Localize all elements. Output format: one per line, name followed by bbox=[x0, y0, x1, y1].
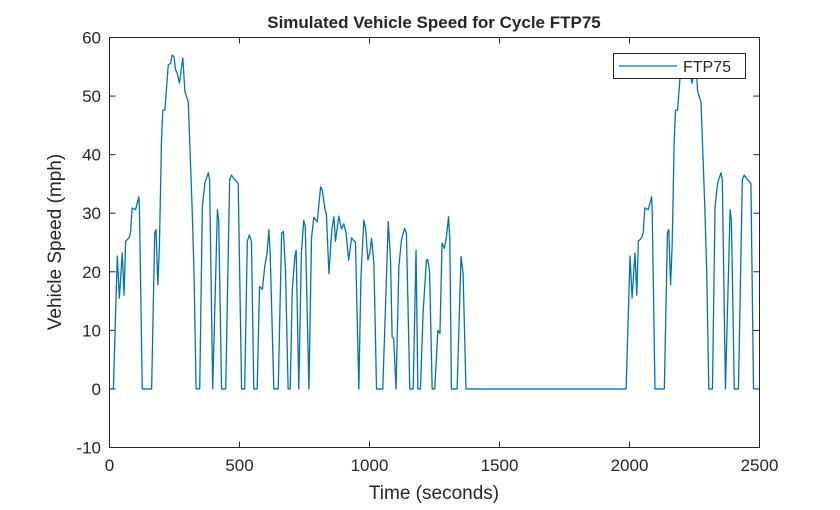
y-tick-label: 0 bbox=[92, 380, 101, 399]
y-tick-label: 50 bbox=[82, 87, 101, 106]
x-tick-label: 0 bbox=[105, 456, 114, 475]
x-tick-label: 1000 bbox=[351, 456, 389, 475]
y-tick-label: 30 bbox=[82, 204, 101, 223]
chart-title: Simulated Vehicle Speed for Cycle FTP75 bbox=[267, 13, 601, 32]
legend[interactable]: FTP75 bbox=[613, 53, 746, 79]
y-axis-label: Vehicle Speed (mph) bbox=[45, 154, 66, 330]
plot-area bbox=[109, 54, 755, 390]
x-tick-label: 1500 bbox=[481, 456, 519, 475]
x-tick-label: 2000 bbox=[611, 456, 649, 475]
y-tick-label: 20 bbox=[82, 263, 101, 282]
x-tick-label: 500 bbox=[225, 456, 253, 475]
x-axis-label: Time (seconds) bbox=[369, 483, 499, 504]
y-tick-label: -10 bbox=[76, 439, 101, 458]
y-tick-label: 60 bbox=[82, 29, 101, 48]
y-tick-label: 10 bbox=[82, 321, 101, 340]
x-tick-label: 2500 bbox=[741, 456, 779, 475]
axes-box bbox=[109, 37, 760, 448]
legend-label: FTP75 bbox=[683, 59, 731, 76]
y-tick-label: 40 bbox=[82, 146, 101, 165]
series-line-ftp75 bbox=[109, 54, 755, 390]
